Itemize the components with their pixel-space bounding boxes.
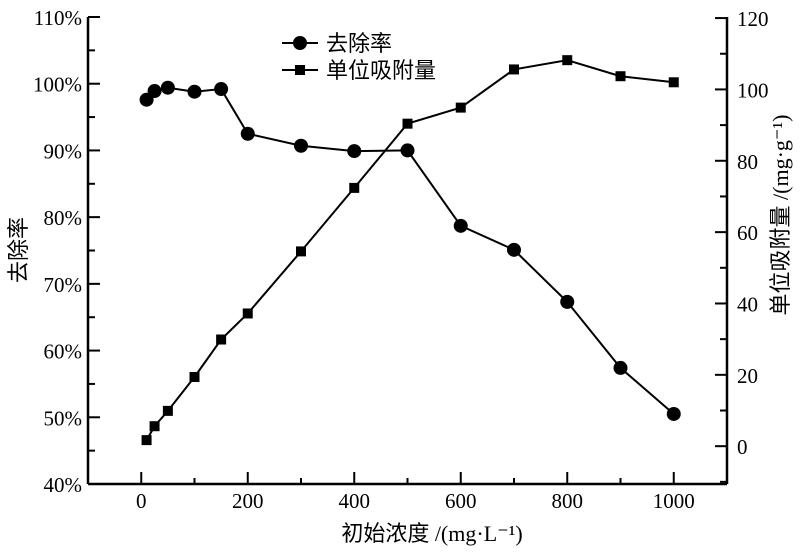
data-point-circle <box>294 138 308 153</box>
data-point-square <box>189 371 200 382</box>
data-point-circle <box>240 126 255 141</box>
data-point-circle <box>400 143 415 158</box>
left-y-axis-label: 去除率 <box>6 217 31 283</box>
data-point-square <box>162 405 173 416</box>
left-y-tick-label: 40% <box>44 473 83 497</box>
data-point-circle <box>214 82 229 97</box>
left-y-tick-label: 70% <box>44 273 83 297</box>
x-tick-label: 400 <box>339 489 371 513</box>
data-point-square <box>141 435 152 446</box>
axes: 0 200 400 600 800 100040%50%60%70%80%90%100%1… <box>33 6 769 513</box>
data-point-square <box>149 421 160 432</box>
data-point-square <box>615 71 626 82</box>
x-tick-label: 200 <box>232 489 264 513</box>
left-y-tick-label: 80% <box>44 206 83 230</box>
data-point-square <box>402 118 413 129</box>
legend-label: 去除率 <box>326 31 392 56</box>
right-y-tick-label: 20 <box>737 364 758 388</box>
left-y-tick-label: 60% <box>44 340 83 364</box>
data-point-square <box>349 182 360 193</box>
data-point-circle <box>666 406 681 421</box>
x-axis-label: 初始浓度 /(mg·L⁻¹) <box>341 521 522 546</box>
data-point-circle <box>453 218 468 233</box>
series-line-1 <box>145 86 675 415</box>
right-y-tick-label: 40 <box>737 292 758 316</box>
data-point-square <box>296 246 306 257</box>
right-y-axis-label: 单位吸附量 /(mg·g⁻¹) <box>768 115 793 316</box>
right-y-tick-label: 120 <box>737 7 769 31</box>
legend-square-marker <box>295 65 305 75</box>
right-y-tick-label: 0 <box>737 435 748 459</box>
data-point-circle <box>507 242 521 257</box>
left-y-tick-label: 50% <box>44 406 83 430</box>
series-line-2 <box>145 59 674 441</box>
data-point-circle <box>347 144 362 159</box>
legend-label: 单位吸附量 <box>326 58 436 83</box>
data-point-square <box>668 77 679 88</box>
data-point-square <box>216 334 227 345</box>
left-y-tick-label: 110% <box>34 6 82 30</box>
right-y-tick-label: 60 <box>737 221 758 245</box>
data-point-circle <box>147 84 162 99</box>
left-y-tick-label: 90% <box>44 139 83 163</box>
data-point-circle <box>613 360 628 375</box>
data-point-square <box>509 64 519 75</box>
left-y-tick-label: 100% <box>33 73 82 97</box>
data-point-square <box>242 308 253 319</box>
x-tick-label: 1000 <box>653 489 695 513</box>
right-y-tick-label: 100 <box>737 78 769 102</box>
x-tick-label: 800 <box>552 489 584 513</box>
x-tick-label: 600 <box>445 489 477 513</box>
data-point-square <box>455 102 466 113</box>
legend-circle-marker <box>293 36 307 50</box>
data-point-square <box>562 55 573 66</box>
data-point-circle <box>187 84 202 99</box>
data-point-circle <box>160 80 175 95</box>
right-y-tick-label: 80 <box>737 150 758 174</box>
data-point-circle <box>560 294 575 309</box>
x-tick-label: 0 <box>136 489 147 513</box>
series-layer <box>139 55 681 446</box>
